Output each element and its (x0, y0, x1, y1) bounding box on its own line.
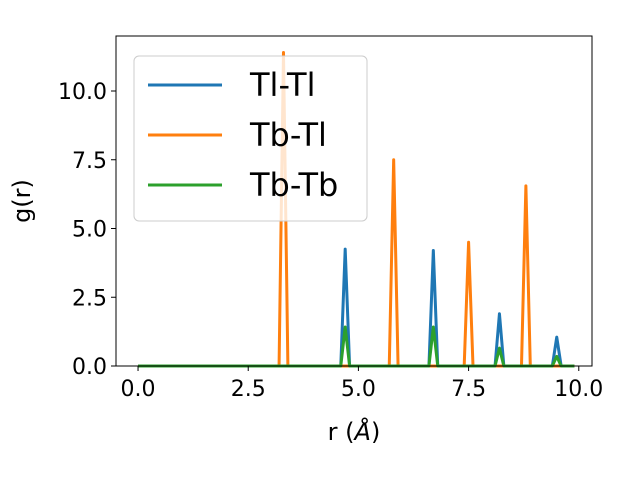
series-line-tb-tb (138, 325, 575, 368)
y-tick-label: 5.0 (72, 218, 107, 243)
y-axis: 0.0 2.5 5.0 7.5 10.0 (58, 80, 116, 380)
y-tick-label: 0.0 (72, 355, 107, 380)
x-axis-label: r (Å) (328, 417, 381, 446)
plot-frame (115, 35, 593, 367)
series-line-tl-tl (138, 247, 575, 368)
y-tick-label: 7.5 (72, 149, 107, 174)
y-tick-label: 2.5 (72, 286, 107, 311)
legend-label: Tb-Tb (249, 166, 338, 204)
y-tick-label: 10.0 (58, 80, 107, 105)
x-axis: 0.0 2.5 5.0 7.5 10.0 (121, 366, 603, 402)
legend-box (133, 55, 368, 222)
legend-label: Tl-Tl (249, 66, 315, 104)
legend-label: Tb-Tl (249, 116, 327, 154)
x-tick-label: 5.0 (341, 377, 376, 402)
y-axis-label: g(r) (8, 179, 36, 223)
x-tick-label: 10.0 (554, 377, 603, 402)
x-tick-label: 7.5 (451, 377, 486, 402)
x-tick-label: 2.5 (231, 377, 266, 402)
legend: Tl-Tl Tb-Tl Tb-Tb (133, 55, 368, 222)
x-tick-label: 0.0 (121, 377, 156, 402)
